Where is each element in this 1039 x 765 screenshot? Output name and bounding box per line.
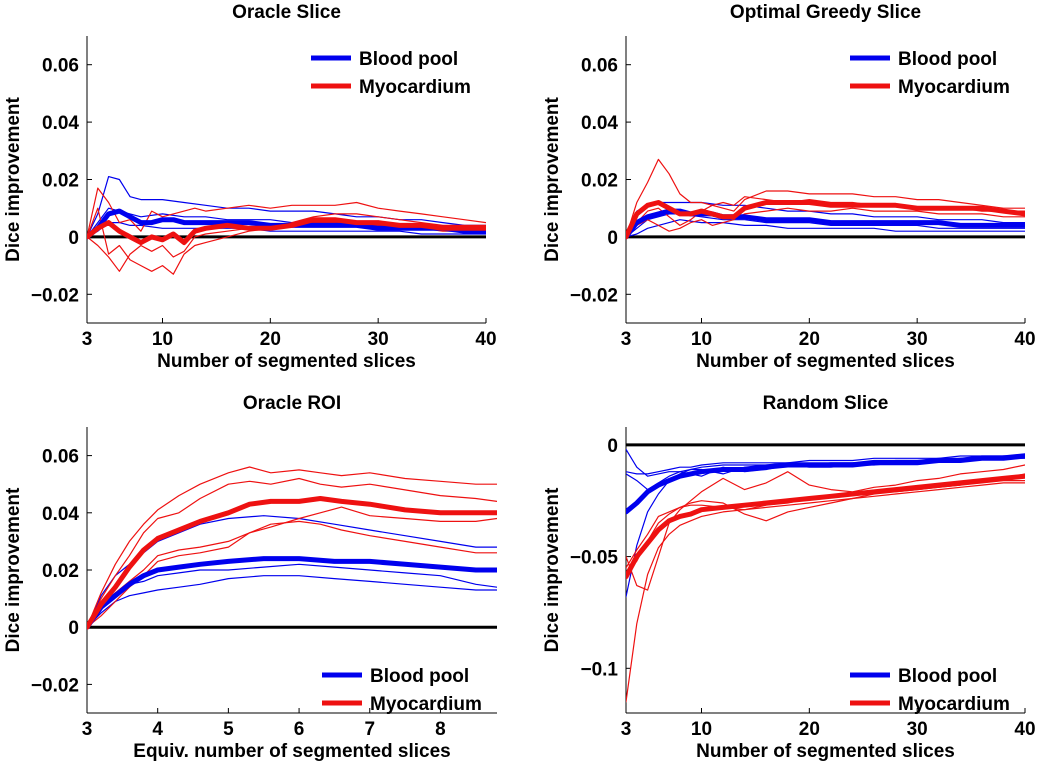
y-tick-label: 0 <box>607 228 618 249</box>
series-line-myocardium-mean <box>87 217 486 246</box>
y-axis-label: Dice improvement <box>3 96 24 261</box>
series-line-blood-pool-trial <box>87 515 497 628</box>
legend-label-myocardium: Myocardium <box>370 694 482 715</box>
series-line-myocardium-mean <box>626 473 1025 580</box>
series-line-blood-pool-trial <box>87 176 486 238</box>
series-line-myocardium-trial <box>626 158 1025 238</box>
series-line-blood-pool-mean <box>87 208 486 240</box>
legend-label-blood-pool: Blood pool <box>898 666 997 687</box>
panel-oracle-roi: −0.02 0 0.02 0.04 0.06 3 4 5 6 7 8 Oracle ROI Equiv.… <box>3 393 497 762</box>
panel-random-slice: −0.1 −0.05 0 3 10 20 30 40 Random Slice Number of… <box>542 393 1036 762</box>
x-tick-label: 4 <box>152 719 163 740</box>
series-line-myocardium-trial <box>626 207 1025 238</box>
legend-label-blood-pool: Blood pool <box>898 49 997 70</box>
y-tick-label: 0 <box>68 228 79 249</box>
y-axis-label: Dice improvement <box>542 487 563 652</box>
series-line-myocardium-trial <box>626 464 1025 591</box>
y-tick-label: 0.04 <box>581 113 618 134</box>
y-tick-label: −0.02 <box>570 285 618 306</box>
x-tick-label: 5 <box>223 719 234 740</box>
legend-label-myocardium: Myocardium <box>359 77 471 98</box>
plot-area <box>87 176 486 275</box>
series-line-myocardium-trial <box>626 482 1025 703</box>
series-line-myocardium-mean <box>87 496 497 630</box>
legend-label-myocardium: Myocardium <box>898 77 1010 98</box>
series-line-myocardium-trial <box>87 466 497 628</box>
series-line-blood-pool-trial <box>626 219 1025 238</box>
x-tick-label: 40 <box>1014 719 1035 740</box>
y-tick-label: 0.06 <box>581 56 618 77</box>
x-tick-label: 20 <box>799 329 820 350</box>
x-axis-label: Equiv. number of segmented slices <box>133 741 450 762</box>
legend-label-blood-pool: Blood pool <box>370 666 469 687</box>
series-line-myocardium-trial <box>626 480 1025 569</box>
x-tick-label: 6 <box>294 719 305 740</box>
plot-area <box>626 158 1025 240</box>
x-tick-label: 10 <box>691 719 712 740</box>
legend: Blood pool Myocardium <box>311 49 471 98</box>
series-line-myocardium-trial <box>87 477 497 628</box>
chart-title: Oracle ROI <box>243 393 341 414</box>
series-line-blood-pool-mean <box>87 556 497 630</box>
legend-label-blood-pool: Blood pool <box>359 49 458 70</box>
series-line-blood-pool-trial <box>626 201 1025 238</box>
x-axis-label: Number of segmented slices <box>696 741 955 762</box>
legend: Blood pool Myocardium <box>322 666 482 715</box>
y-axis-label: Dice improvement <box>3 487 24 652</box>
plot-area <box>87 466 497 630</box>
panel-oracle-slice: −0.02 0 0.02 0.04 0.06 3 10 20 30 40 Oracle Slice N… <box>3 2 497 372</box>
y-tick-label: 0.04 <box>42 504 79 525</box>
x-tick-label: 30 <box>907 329 928 350</box>
chart-title: Random Slice <box>763 393 889 414</box>
y-tick-label: −0.1 <box>580 659 618 680</box>
y-tick-label: 0.04 <box>42 113 79 134</box>
series-line-blood-pool-trial <box>87 575 497 628</box>
y-tick-label: −0.02 <box>31 285 79 306</box>
chart-title: Optimal Greedy Slice <box>730 2 921 23</box>
series-line-myocardium-trial <box>87 207 486 275</box>
legend: Blood pool Myocardium <box>850 666 1010 715</box>
x-axis-label: Number of segmented slices <box>157 351 416 372</box>
series-line-blood-pool-trial <box>626 213 1025 238</box>
x-tick-label: 3 <box>82 719 93 740</box>
x-tick-label: 8 <box>435 719 446 740</box>
y-tick-label: 0.02 <box>581 171 618 192</box>
series-line-blood-pool-mean <box>626 208 1025 240</box>
chart-title: Oracle Slice <box>232 2 341 23</box>
legend: Blood pool Myocardium <box>850 49 1010 98</box>
y-tick-label: −0.02 <box>31 675 79 696</box>
x-tick-label: 10 <box>691 329 712 350</box>
y-tick-label: 0.02 <box>42 171 79 192</box>
x-tick-label: 40 <box>475 329 496 350</box>
panel-optimal-greedy-slice: −0.02 0 0.02 0.04 0.06 3 10 20 30 40 Optimal Greed… <box>542 2 1036 372</box>
x-tick-label: 10 <box>152 329 173 350</box>
plot-area <box>626 443 1025 703</box>
y-tick-label: 0.02 <box>42 561 79 582</box>
x-tick-label: 3 <box>621 719 632 740</box>
y-axis-label: Dice improvement <box>542 96 563 261</box>
legend-label-myocardium: Myocardium <box>898 694 1010 715</box>
y-tick-label: 0.06 <box>42 447 79 468</box>
x-tick-label: 3 <box>621 329 632 350</box>
y-tick-label: 0 <box>607 436 618 457</box>
x-tick-label: 20 <box>260 329 281 350</box>
series-line-blood-pool-mean <box>626 453 1025 515</box>
series-line-myocardium-trial <box>87 187 486 238</box>
x-axis-label: Number of segmented slices <box>696 351 955 372</box>
x-tick-label: 7 <box>364 719 375 740</box>
x-tick-label: 20 <box>799 719 820 740</box>
x-tick-label: 40 <box>1014 329 1035 350</box>
x-tick-label: 30 <box>907 719 928 740</box>
y-tick-label: 0 <box>68 618 79 639</box>
x-tick-label: 3 <box>82 329 93 350</box>
y-tick-label: 0.06 <box>42 56 79 77</box>
series-line-myocardium-mean <box>626 200 1025 240</box>
x-tick-label: 30 <box>368 329 389 350</box>
y-tick-label: −0.05 <box>570 548 619 569</box>
